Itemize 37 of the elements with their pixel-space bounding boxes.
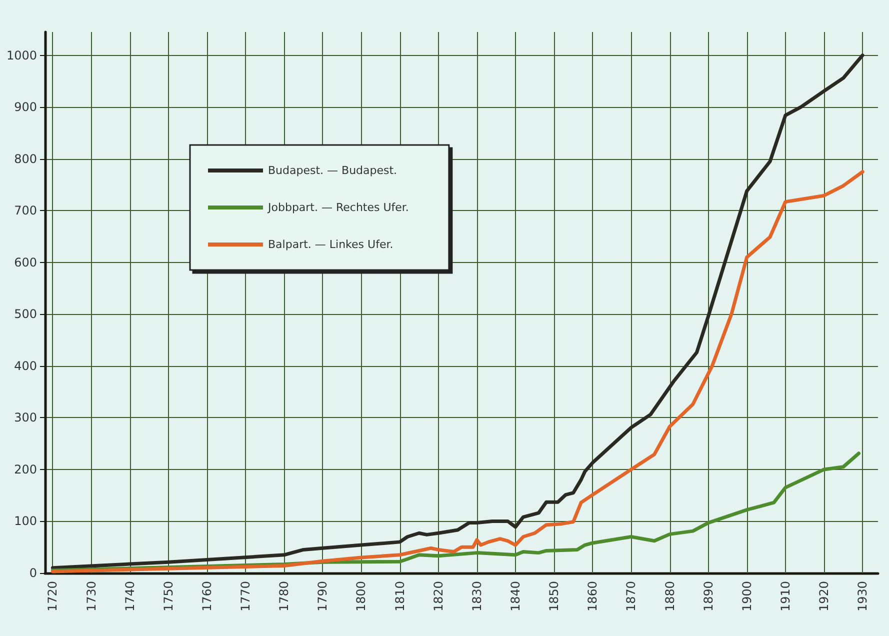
y-tick-label: 900	[14, 100, 37, 114]
legend-label: Jobbpart. — Rechtes Ufer.	[267, 201, 409, 214]
x-tick-label: 1860	[586, 581, 600, 612]
x-tick-label: 1920	[817, 581, 832, 612]
x-tick-label: 1800	[354, 581, 368, 612]
x-tick-label: 1880	[662, 581, 677, 612]
y-tick-label: 700	[14, 204, 37, 218]
line-series	[50, 54, 864, 570]
y-tick-label: 500	[14, 307, 37, 322]
y-tick-label: 100	[14, 514, 37, 528]
x-tick-label: 1870	[624, 581, 638, 612]
y-tick-label: 0	[29, 566, 37, 580]
legend-label: Budapest. — Budapest.	[268, 164, 398, 177]
x-tick-label: 1810	[392, 581, 407, 612]
y-tick-label: 400	[14, 358, 37, 373]
x-tick-label: 1780	[277, 581, 292, 612]
y-tick-label: 300	[14, 410, 37, 425]
y-tick-label: 200	[14, 462, 37, 476]
y-tick-label: 800	[14, 152, 37, 166]
x-tick-label: 1760	[200, 581, 214, 612]
x-tick-label: 1770	[238, 581, 253, 612]
x-tick-label: 1740	[122, 581, 137, 612]
x-tick-label: 1790	[316, 581, 330, 612]
x-tick-label: 1850	[547, 581, 562, 612]
x-tick-label: 1890	[701, 581, 716, 612]
x-tick-label: 1900	[740, 581, 754, 612]
legend-label: Balpart. — Linkes Ufer.	[268, 238, 394, 251]
x-tick-label: 1840	[508, 581, 522, 612]
y-tick-label: 600	[14, 255, 37, 270]
x-tick-label: 1720	[46, 581, 60, 612]
x-tick-label: 1930	[856, 581, 870, 612]
y-tick-label: 1000	[6, 48, 37, 62]
x-tick-label: 1750	[161, 581, 176, 612]
x-tick-label: 1730	[84, 581, 98, 612]
x-tick-label: 1830	[470, 581, 484, 612]
x-tick-label: 1820	[431, 581, 446, 612]
x-tick-label: 1910	[778, 581, 792, 612]
